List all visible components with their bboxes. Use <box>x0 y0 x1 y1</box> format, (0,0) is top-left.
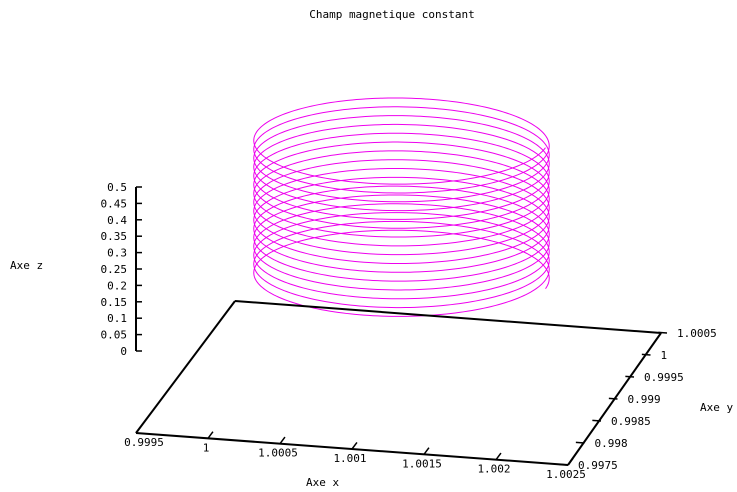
z-tick-label: 0.4 <box>107 214 127 227</box>
z-axis-label: Axe z <box>10 259 43 272</box>
x-tick-label: 1.0015 <box>402 457 442 470</box>
y-tick-mark <box>625 375 635 378</box>
y-tick-label: 1.0005 <box>677 327 717 340</box>
x-tick-mark <box>351 441 358 450</box>
z-tick-label: 0.5 <box>107 181 127 194</box>
y-tick-label: 1 <box>661 349 668 362</box>
y-axis-label: Axe y <box>700 401 733 414</box>
y-tick-mark <box>641 353 651 356</box>
x-tick-label: 1.002 <box>477 463 510 476</box>
z-tick-label: 0.25 <box>101 263 128 276</box>
y-tick-label: 0.999 <box>628 393 661 406</box>
z-tick-label: 0.1 <box>107 312 127 325</box>
x-tick-mark <box>279 436 286 445</box>
x-axis-ticks: 0.9995 1 1.0005 1.001 1.0015 1.002 1.0025 <box>124 425 586 481</box>
y-tick-label: 0.9995 <box>644 371 684 384</box>
z-tick-label: 0.35 <box>101 230 128 243</box>
x-tick-mark <box>423 447 430 455</box>
x-tick-mark <box>495 452 502 461</box>
base-back-edge <box>234 300 662 334</box>
x-tick-label: 1.0005 <box>258 447 298 460</box>
z-tick-label: 0.3 <box>107 247 127 260</box>
chart-title: Champ magnetique constant <box>309 8 475 21</box>
z-tick-label: 0.2 <box>107 279 127 292</box>
x-tick-mark <box>567 457 574 466</box>
base-left-edge <box>135 300 236 434</box>
x-axis-label: Axe x <box>306 476 339 489</box>
z-tick-label: 0.45 <box>101 197 128 210</box>
x-tick-mark <box>135 425 142 434</box>
helix-line-0 <box>253 97 550 317</box>
y-tick-label: 0.998 <box>595 437 628 450</box>
y-tick-label: 0.9985 <box>611 415 651 428</box>
y-tick-label: 0.9975 <box>578 459 618 472</box>
z-axis-ticks: 0 0.05 0.1 0.15 0.2 0.25 0.3 0.35 0.4 0.45 0.5 <box>101 181 142 358</box>
x-tick-mark <box>207 431 214 439</box>
z-tick-label: 0.15 <box>101 296 128 309</box>
z-tick-label: 0.05 <box>101 329 128 342</box>
y-tick-mark <box>658 331 668 334</box>
y-tick-mark <box>592 419 602 422</box>
y-tick-mark <box>575 441 585 444</box>
x-tick-label: 1.001 <box>333 452 366 465</box>
y-axis-ticks: 0.9975 0.998 0.9985 0.999 0.9995 1 1.0005 <box>559 327 717 472</box>
helix-series <box>253 97 550 317</box>
x-tick-label: 0.9995 <box>124 436 164 449</box>
y-tick-mark <box>608 397 618 400</box>
y-tick-mark <box>559 463 569 466</box>
z-tick-label: 0 <box>120 345 127 358</box>
x-tick-label: 1 <box>203 441 210 454</box>
x-tick-label: 1.0025 <box>546 468 586 481</box>
